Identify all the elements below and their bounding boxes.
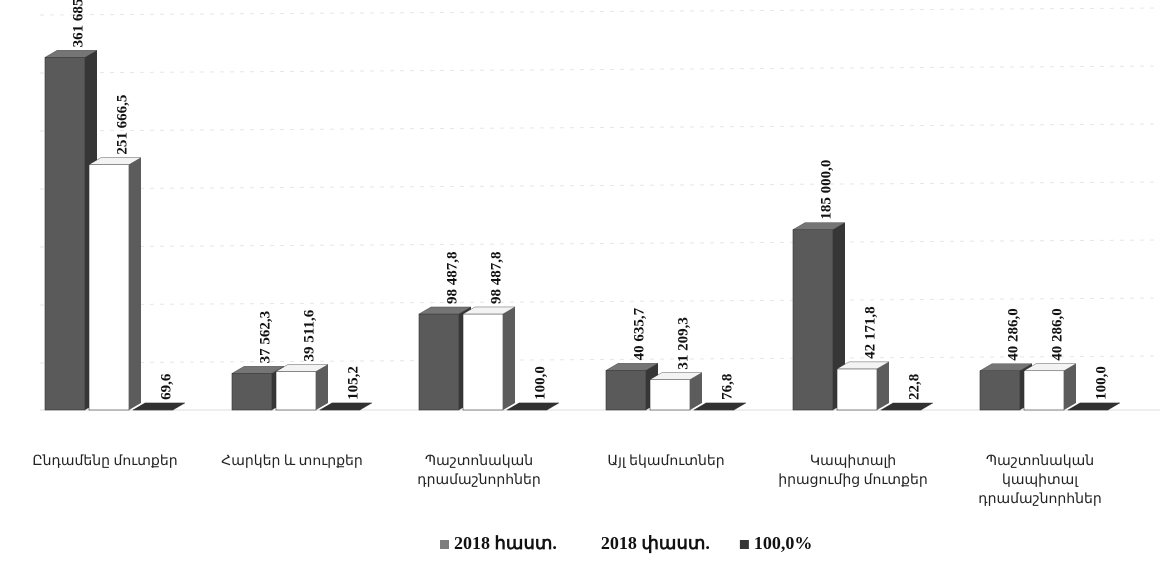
bar — [792, 222, 846, 411]
background-line — [39, 65, 1161, 74]
value-label: 37 562,3 — [257, 311, 273, 364]
bar — [605, 363, 659, 411]
bar — [1067, 402, 1121, 411]
legend-label: 2018 հաստ. — [454, 533, 557, 553]
bar — [649, 372, 703, 411]
value-label: 40 286,0 — [1049, 308, 1065, 361]
background-line — [39, 181, 1161, 190]
value-label: 100,0 — [1093, 366, 1109, 400]
bar-front — [979, 370, 1021, 411]
bar-front — [605, 370, 647, 411]
bar — [693, 402, 747, 411]
value-label: 251 666,5 — [114, 95, 130, 155]
value-label: 361 685,8 — [70, 0, 86, 47]
x-tick-label: Պաշտոնական դրամաշնորհներ — [417, 454, 541, 488]
background-line — [39, 297, 1161, 306]
bar-side — [503, 306, 515, 410]
background-line — [39, 239, 1161, 248]
bar-top — [693, 402, 747, 411]
value-label: 39 511,6 — [301, 309, 317, 361]
bar-front — [462, 313, 504, 411]
value-label: 40 635,7 — [631, 307, 647, 360]
bar-front — [792, 229, 834, 411]
bar-top — [506, 402, 560, 411]
bar-side — [316, 364, 328, 410]
bar-front — [44, 57, 86, 411]
bar-side — [921, 402, 933, 410]
value-label: 98 487,8 — [444, 251, 460, 304]
legend-label: 100,0% — [754, 533, 813, 553]
value-label: 105,2 — [345, 366, 361, 400]
bar-top — [1067, 402, 1121, 411]
bar — [275, 364, 329, 411]
bar-side — [833, 222, 845, 410]
bar-side — [360, 402, 372, 410]
value-label: 22,8 — [906, 374, 922, 400]
bar — [132, 402, 186, 411]
bar-front — [418, 313, 460, 411]
x-tick-label: Կապիտալի իրացումից մուտքեր — [778, 454, 928, 488]
value-label: 98 487,8 — [488, 251, 504, 304]
x-tick-label: Պաշտոնական կապիտալ դրամաշնորհներ — [978, 454, 1102, 507]
bar-front — [231, 373, 273, 411]
bar-side — [734, 402, 746, 410]
bar-front — [649, 379, 691, 411]
bar-side — [173, 402, 185, 410]
bar — [1023, 363, 1077, 411]
bar-top — [132, 402, 186, 411]
bar-side — [690, 372, 702, 410]
bar-side — [129, 157, 141, 410]
bar — [319, 402, 373, 411]
legend-label: 2018 փաստ. — [601, 533, 710, 554]
bar — [88, 157, 142, 411]
bar-top — [319, 402, 373, 411]
bar — [462, 306, 516, 411]
bar-front — [88, 164, 130, 411]
bar-front — [1023, 370, 1065, 411]
background-line — [39, 7, 1161, 16]
value-label: 40 286,0 — [1005, 308, 1021, 361]
bar-front — [275, 371, 317, 411]
bar-top — [880, 402, 934, 411]
bar — [836, 361, 890, 411]
value-label: 42 171,8 — [862, 306, 878, 359]
bar-side — [877, 361, 889, 410]
value-label: 76,8 — [719, 374, 735, 400]
bar-side — [547, 402, 559, 410]
bar-front — [836, 368, 878, 411]
background-line — [39, 355, 1161, 364]
legend-swatch — [586, 540, 596, 549]
x-tick-label: Հարկեր և տուրքեր — [221, 454, 363, 469]
bar — [880, 402, 934, 411]
x-tick-label: Այլ եկամուտներ — [607, 454, 725, 469]
value-label: 185 000,0 — [818, 160, 834, 220]
value-label: 31 209,3 — [675, 317, 691, 370]
background-line — [39, 123, 1161, 132]
value-label: 69,6 — [158, 373, 174, 400]
bar — [506, 402, 560, 411]
bar-side — [1064, 363, 1076, 410]
legend-swatch — [739, 540, 749, 549]
x-tick-label: Ընդամենը մուտքեր — [32, 454, 178, 469]
value-label: 100,0 — [532, 366, 548, 400]
legend-swatch — [440, 540, 449, 549]
bar-side — [1108, 402, 1120, 410]
